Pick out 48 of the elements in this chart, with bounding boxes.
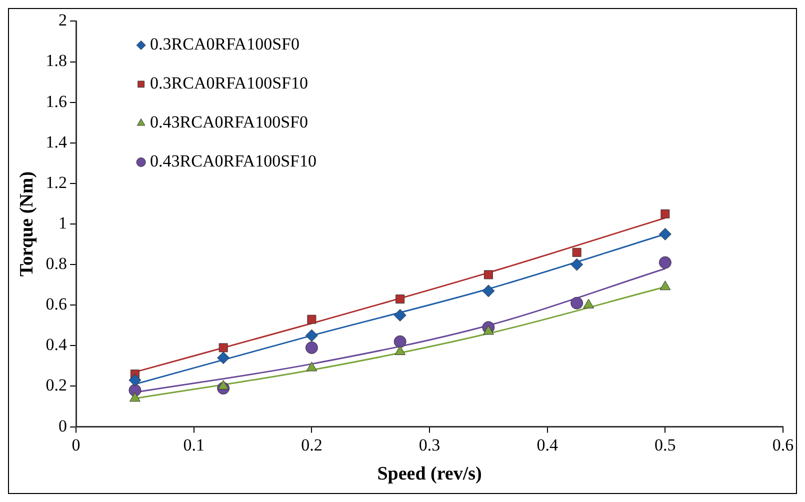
point (570, 258, 584, 271)
point (660, 280, 671, 290)
x-tick-label: 0.4 (536, 435, 558, 454)
point (128, 374, 142, 386)
point (307, 314, 316, 324)
x-tick-label: 0 (72, 435, 80, 454)
y-tick-label: 1.2 (46, 172, 68, 192)
y-tick-label: 1.6 (46, 92, 68, 111)
point (572, 248, 582, 257)
point (658, 228, 672, 240)
point (394, 309, 406, 322)
point (305, 329, 318, 342)
point (130, 392, 140, 402)
x-axis-title: Speed (rev/s) (377, 464, 482, 485)
y-tick-label: 0.2 (46, 376, 68, 395)
point (570, 296, 584, 310)
point (218, 343, 228, 352)
point (658, 256, 672, 269)
legend-label: 0.3RCA0RFA100SF0 (150, 34, 300, 54)
point (394, 346, 406, 356)
y-tick-label: 1 (58, 213, 68, 232)
y-tick-label: 0.6 (46, 294, 68, 314)
point (394, 335, 406, 348)
y-tick-label: 2 (58, 10, 68, 30)
x-tick-label: 0.5 (654, 435, 676, 454)
point (305, 341, 318, 354)
point (482, 284, 495, 298)
y-tick-label: 0 (58, 416, 68, 436)
point (583, 298, 594, 308)
y-tick-label: 0.8 (46, 254, 68, 274)
y-tick-label: 1.8 (46, 51, 68, 70)
point (484, 270, 493, 280)
x-tick-label: 0.3 (418, 435, 440, 454)
point (217, 352, 230, 364)
x-tick-label: 0.1 (183, 435, 204, 454)
point (660, 209, 670, 218)
x-tick-label: 0.2 (301, 435, 322, 454)
legend-label: 0.43RCA0RFA100SF0 (150, 112, 308, 132)
point (306, 362, 318, 372)
y-tick-label: 0.4 (46, 335, 68, 354)
y-tick-label: 1.4 (46, 132, 68, 152)
point (482, 325, 494, 335)
legend-label: 0.3RCA0RFA100SF10 (150, 74, 308, 93)
legend-label: 0.43RCA0RFA100SF10 (150, 152, 316, 171)
x-tick-label: 0.6 (772, 435, 794, 454)
point (396, 294, 405, 304)
y-axis-title: Torque (Nm) (16, 171, 38, 277)
point (218, 380, 229, 390)
